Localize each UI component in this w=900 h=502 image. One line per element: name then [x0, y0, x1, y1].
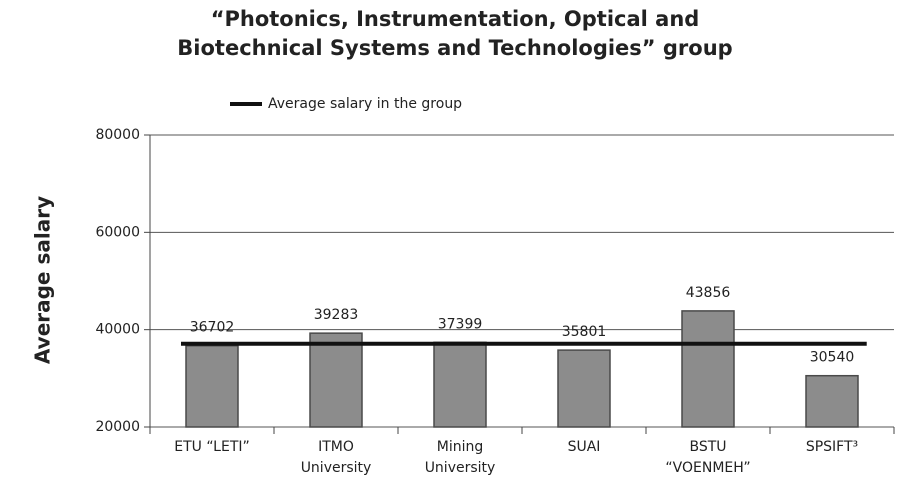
- bar: [185, 344, 239, 428]
- x-tick-label: BSTU: [689, 439, 726, 455]
- y-tick-label: 40000: [95, 322, 140, 338]
- x-tick-label: ETU “LETI”: [174, 439, 250, 455]
- legend-label: Average salary in the group: [268, 96, 462, 112]
- bar: [681, 310, 735, 428]
- x-tick-label: SUAI: [568, 439, 601, 455]
- y-axis-label: Average salary: [31, 196, 55, 364]
- value-label: 36702: [190, 320, 235, 336]
- chart-title: “Photonics, Instrumentation, Optical and: [211, 7, 700, 31]
- chart-title: Biotechnical Systems and Technologies” g…: [177, 36, 732, 60]
- x-tick-label: SPSIFT³: [806, 439, 858, 455]
- x-tick-label: University: [301, 460, 372, 476]
- y-tick-label: 80000: [95, 127, 140, 143]
- bar: [805, 374, 859, 428]
- bar: [557, 349, 611, 428]
- bar: [309, 332, 363, 428]
- x-tick-label: ITMO: [318, 439, 354, 455]
- value-label: 35801: [562, 324, 607, 340]
- x-tick-label: University: [425, 460, 496, 476]
- y-tick-label: 60000: [95, 224, 140, 240]
- x-tick-label: “VOENMEH”: [665, 460, 750, 476]
- value-label: 39283: [314, 307, 359, 323]
- y-tick-label: 20000: [95, 419, 140, 435]
- value-label: 37399: [438, 316, 483, 332]
- x-tick-label: Mining: [437, 439, 484, 455]
- bar: [433, 341, 487, 428]
- value-label: 30540: [810, 350, 855, 366]
- value-label: 43856: [686, 285, 731, 301]
